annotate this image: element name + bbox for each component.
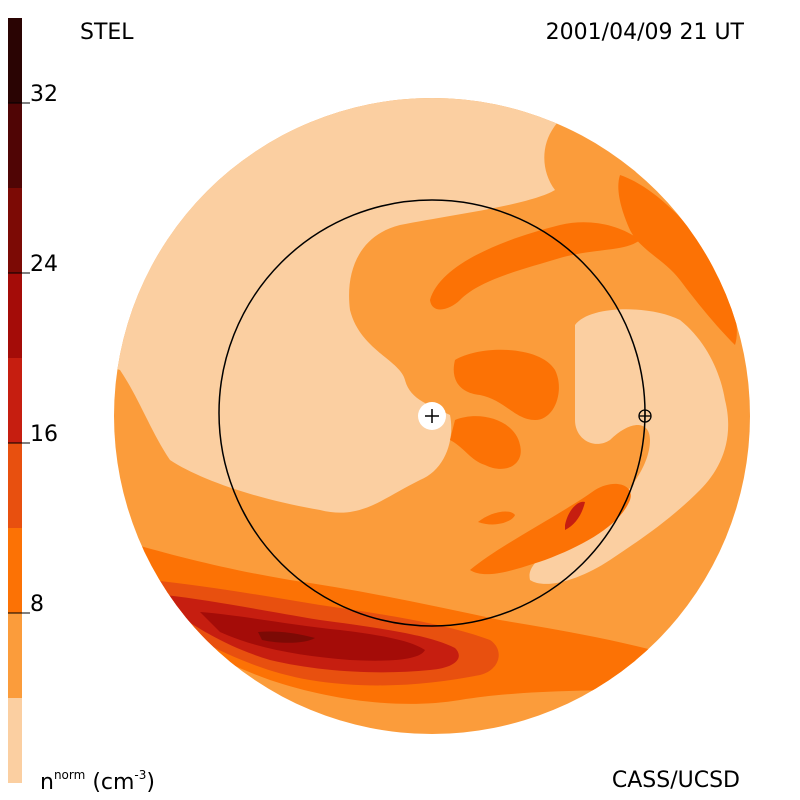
density-region-mid-7 [565, 501, 585, 530]
density-band-south-20 [200, 612, 425, 661]
colorbar-band-5 [8, 273, 22, 358]
colorbar-tick-label-1: 16 [30, 422, 58, 447]
colorbar-band-7 [8, 103, 22, 188]
colorbar-band-3 [8, 443, 22, 528]
density-region-mid-4 [450, 416, 521, 469]
colorbar-tick-label-2: 24 [30, 252, 58, 277]
density-region-mid-5 [470, 483, 631, 575]
colorbar: 8 16 24 32 [8, 18, 58, 783]
colorbar-title-main: n [40, 770, 54, 795]
colorbar-band-1 [8, 613, 22, 698]
colorbar-tick-label-0: 8 [30, 592, 44, 617]
density-region-mid-1 [430, 222, 640, 310]
colorbar-band-4 [8, 358, 22, 443]
earth-marker [638, 409, 652, 423]
density-region-mid-3 [453, 349, 559, 420]
colorbar-title-sup: norm [53, 768, 86, 782]
timestamp-label: 2001/04/09 21 UT [545, 20, 744, 45]
density-band-south-24 [258, 631, 315, 643]
credit-label: CASS/UCSD [611, 768, 740, 793]
colorbar-band-8 [8, 18, 22, 103]
colorbar-unit: (cm-3) [92, 768, 155, 795]
colorbar-title: nnorm (cm-3) [40, 769, 155, 794]
density-region-mid-6 [478, 511, 515, 525]
instrument-label: STEL [80, 20, 134, 45]
colorbar-band-6 [8, 188, 22, 273]
colorbar-tick-label-3: 32 [30, 82, 58, 107]
colorbar-band-2 [8, 528, 22, 613]
density-region-low-east [529, 309, 729, 584]
density-region-low-west [114, 98, 560, 513]
density-region-mid-2 [618, 175, 737, 345]
sun-marker [418, 402, 446, 430]
colorbar-band-0 [8, 698, 22, 783]
